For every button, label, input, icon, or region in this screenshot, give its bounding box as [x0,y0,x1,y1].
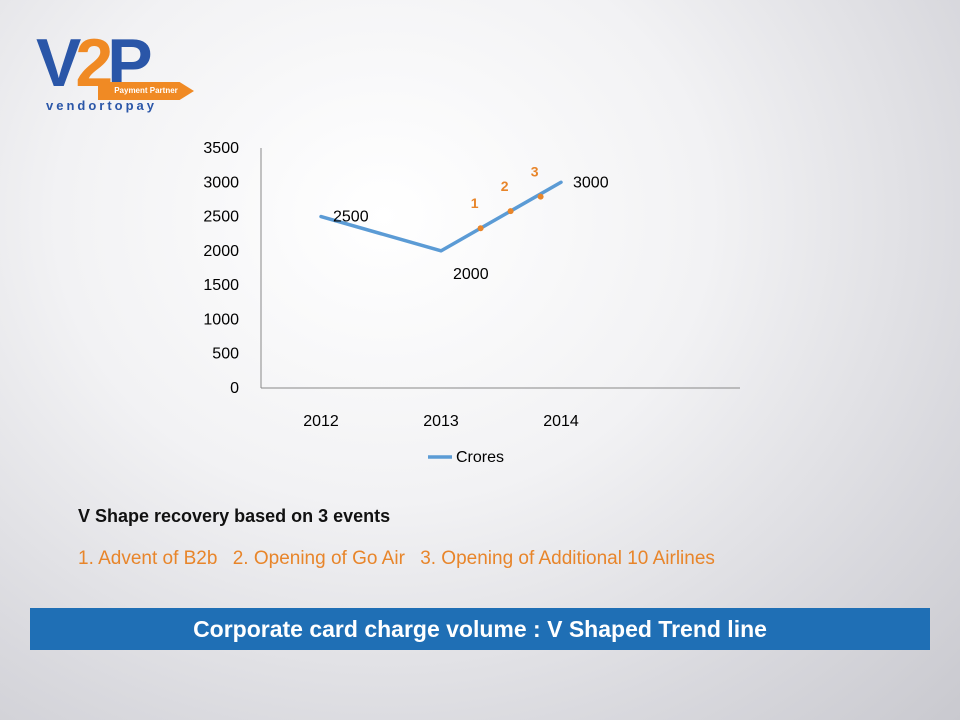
y-tick-label: 3500 [203,140,239,157]
x-tick-label: 2014 [543,413,579,430]
event-marker-label: 1 [471,195,479,211]
line-chart: 0 500 1000 1500 2000 2500 3000 3500 2012 2013 2014… [203,140,740,466]
series-line-crores [319,180,563,253]
event-marker [477,225,484,232]
y-tick-label: 1000 [203,311,239,328]
events-list: 1. Advent of B2b 2. Opening of Go Air 3.… [78,548,725,570]
event-1: 1. Advent of B2b [78,548,218,569]
event-marker-label: 2 [501,178,509,194]
logo-tagline-arrow: Payment Partner [98,82,194,100]
event-marker [507,208,514,215]
y-tick-label: 2000 [203,243,239,260]
recovery-heading: V Shape recovery based on 3 events [78,506,391,526]
v2p-logo: V2P Payment Partner vendortopay [36,28,206,118]
title-banner: Corporate card charge volume : V Shaped … [30,608,930,650]
event-3: 3. Opening of Additional 10 Airlines [420,548,715,569]
x-tick-label: 2012 [303,413,339,430]
y-tick-label: 500 [212,346,239,363]
logo-v: V [36,25,81,101]
x-tick-label: 2013 [423,413,459,430]
event-marker-label: 3 [531,164,539,180]
y-tick-label: 0 [230,380,239,397]
y-tick-label: 1500 [203,277,239,294]
data-label: 2500 [333,209,369,226]
event-2: 2. Opening of Go Air [232,548,405,569]
y-tick-label: 2500 [203,209,239,226]
y-tick-label: 3000 [203,174,239,191]
data-label: 3000 [573,174,609,191]
legend-label: Crores [456,449,504,466]
event-marker [537,193,544,200]
logo-subtitle: vendortopay [46,98,158,113]
data-label: 2000 [453,266,489,283]
